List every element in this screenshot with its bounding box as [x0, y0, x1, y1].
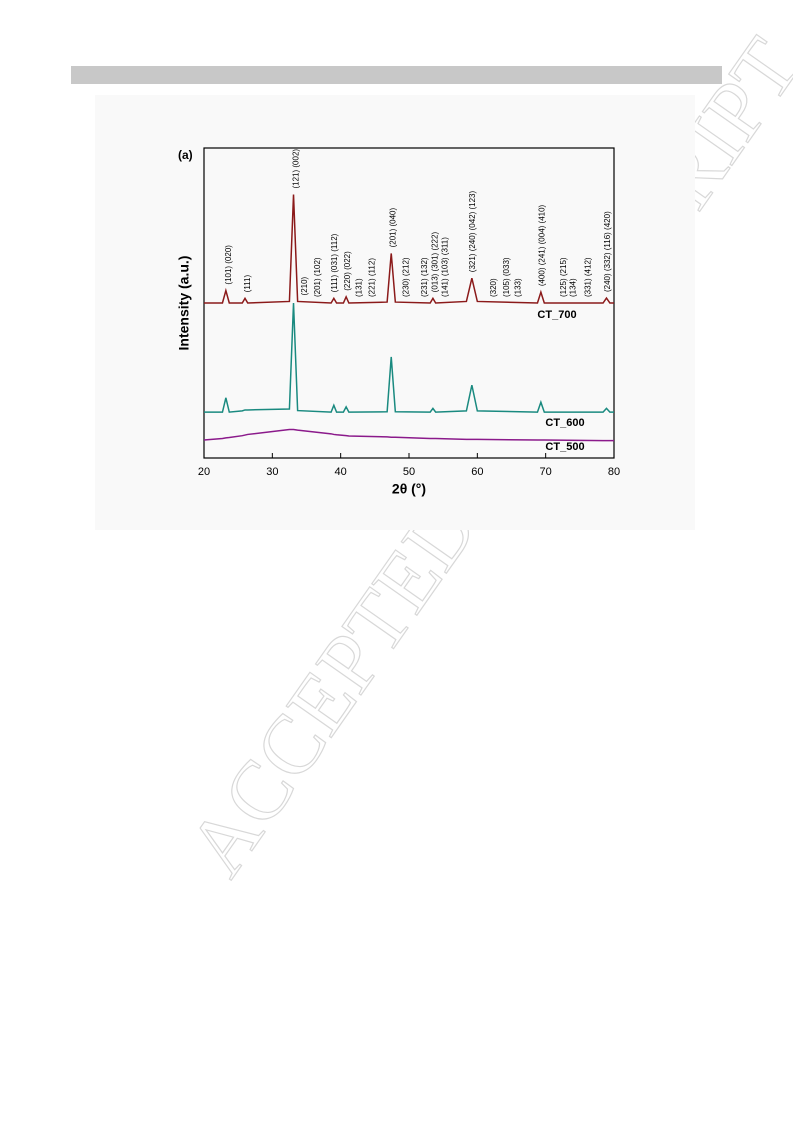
series-line: [204, 194, 614, 304]
panel-label: (a): [178, 148, 193, 162]
x-axis-label: 2θ (°): [392, 481, 426, 497]
peak-annotation: (111) (031) (112): [330, 233, 339, 292]
peak-annotation: (320): [489, 278, 498, 297]
peak-annotation: (134): [568, 278, 577, 297]
peak-annotation: (133): [514, 278, 523, 297]
peak-annotation: (131): [354, 278, 363, 297]
peak-annotation: (121) (002): [292, 149, 301, 189]
series-line: [203, 428, 614, 442]
peak-annotation: (141) (103) (311): [441, 237, 450, 297]
series-line: [204, 302, 614, 413]
series-label: CT_600: [545, 417, 584, 429]
peak-annotation: (240) (332) (116) (420): [603, 211, 612, 292]
header-bar: [71, 66, 722, 84]
peak-annotation: (101) (020): [224, 245, 233, 285]
peak-annotation: (321) (240) (042) (123): [468, 190, 477, 272]
peak-annotation: (220) (022): [343, 251, 352, 291]
x-tick-label: 40: [335, 466, 347, 478]
x-tick-label: 50: [403, 466, 415, 478]
peak-annotation: (400) (241) (004) (410): [538, 204, 547, 286]
x-tick-label: 20: [198, 466, 210, 478]
x-tick-label: 30: [266, 466, 278, 478]
peak-annotation: (230) (212): [402, 257, 411, 297]
x-tick-label: 80: [608, 466, 620, 478]
peak-annotation: (201) (040): [389, 207, 398, 247]
peak-annotation: (201) (102): [313, 257, 322, 297]
peak-annotation: (210): [300, 276, 309, 295]
peak-annotation: (331) (412): [583, 257, 592, 297]
series-label: CT_500: [545, 441, 584, 453]
x-tick-label: 70: [540, 466, 552, 478]
peak-annotation: (013) (301) (222): [430, 232, 439, 293]
series-label: CT_700: [537, 309, 576, 321]
y-axis-label: Intensity (a.u.): [176, 256, 192, 351]
peak-annotation: (125) (215): [559, 257, 568, 297]
x-tick-label: 60: [471, 466, 483, 478]
peak-annotation: (231) (132): [420, 257, 429, 297]
peak-annotation: (111): [243, 275, 252, 293]
peak-annotation: (221) (112): [367, 258, 376, 297]
peak-annotation: (105) (033): [502, 257, 511, 297]
